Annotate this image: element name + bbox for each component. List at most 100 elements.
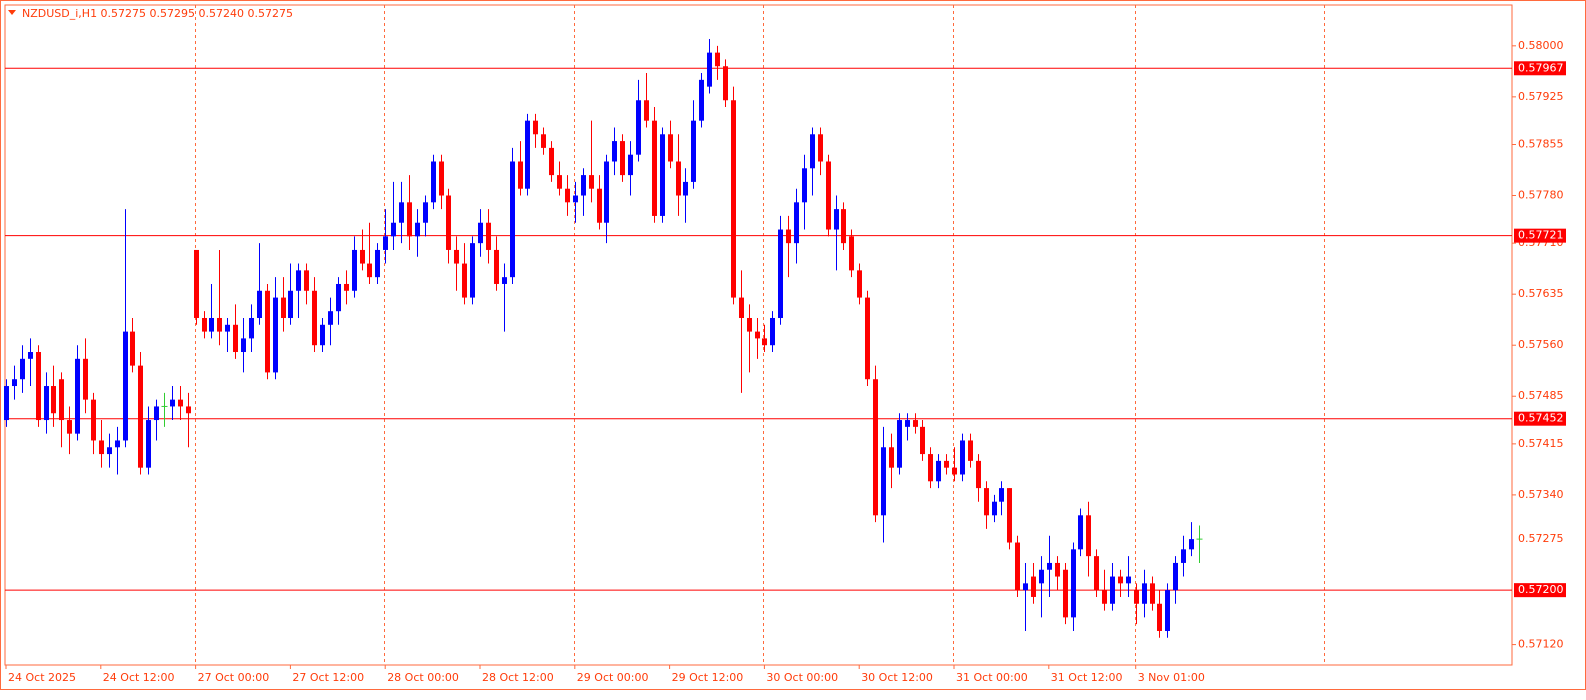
candle-body bbox=[367, 263, 372, 278]
candle-body bbox=[209, 317, 214, 332]
y-tick-label: 0.57120 bbox=[1518, 638, 1564, 651]
x-tick-label: 29 Oct 00:00 bbox=[577, 671, 649, 684]
title-arrow bbox=[8, 10, 16, 15]
y-tick-label: 0.58000 bbox=[1518, 39, 1564, 52]
candle-body bbox=[889, 447, 894, 468]
candle-body bbox=[320, 324, 325, 346]
candle-body bbox=[431, 161, 436, 203]
candle-body bbox=[1189, 539, 1194, 550]
candle-body bbox=[217, 317, 222, 332]
candle-body bbox=[573, 195, 578, 203]
candle-body bbox=[778, 229, 783, 318]
candle-body bbox=[1031, 576, 1036, 597]
candle-body bbox=[794, 202, 799, 244]
candle-body bbox=[304, 270, 309, 291]
candle-body bbox=[502, 277, 507, 284]
candle-body bbox=[992, 501, 997, 516]
level-label: 0.57967 bbox=[1518, 61, 1564, 74]
candle-body bbox=[652, 120, 657, 216]
y-tick-label: 0.57635 bbox=[1518, 287, 1564, 300]
x-tick-label: 31 Oct 12:00 bbox=[1051, 671, 1123, 684]
candle-body bbox=[581, 175, 586, 196]
y-tick-label: 0.57855 bbox=[1518, 137, 1564, 150]
candle-body bbox=[20, 358, 25, 380]
candle-body bbox=[1181, 549, 1186, 563]
candle-body bbox=[818, 134, 823, 162]
candle-body bbox=[186, 406, 191, 414]
candle-body bbox=[1055, 562, 1060, 577]
candle-body bbox=[1110, 576, 1115, 604]
candle-body bbox=[130, 331, 135, 366]
candle-body bbox=[1023, 583, 1028, 591]
candle-body bbox=[478, 222, 483, 244]
candle-body bbox=[28, 352, 33, 359]
candle-body bbox=[999, 488, 1004, 502]
candle-body bbox=[826, 161, 831, 230]
level-label: 0.57200 bbox=[1518, 583, 1564, 596]
x-tick-label: 29 Oct 12:00 bbox=[672, 671, 744, 684]
candle-body bbox=[399, 202, 404, 223]
candle-body bbox=[944, 460, 949, 468]
candle-body bbox=[723, 66, 728, 101]
candle-body bbox=[913, 420, 918, 427]
candle-body bbox=[36, 352, 41, 421]
x-tick-label: 27 Oct 00:00 bbox=[198, 671, 270, 684]
candle-body bbox=[668, 134, 673, 162]
candle-body bbox=[360, 249, 365, 264]
x-tick-label: 28 Oct 12:00 bbox=[482, 671, 554, 684]
candle-body bbox=[486, 222, 491, 250]
candle-body bbox=[1094, 556, 1099, 591]
candle-body bbox=[707, 52, 712, 87]
candle-body bbox=[281, 297, 286, 318]
x-tick-label: 24 Oct 2025 bbox=[8, 671, 76, 684]
candle-body bbox=[194, 249, 199, 318]
candle-body bbox=[1078, 515, 1083, 550]
candle-body bbox=[1007, 488, 1012, 543]
candle-body bbox=[1086, 515, 1091, 557]
candle-body bbox=[83, 358, 88, 400]
candle-body bbox=[952, 467, 957, 475]
levels bbox=[5, 67, 1512, 591]
candle-body bbox=[770, 317, 775, 346]
candle-body bbox=[296, 270, 301, 291]
candle-body bbox=[1071, 549, 1076, 618]
current-price-label: 0.57275 bbox=[1518, 532, 1564, 545]
candle-body bbox=[1173, 562, 1178, 591]
candle-body bbox=[1102, 590, 1107, 604]
candle-body bbox=[273, 297, 278, 373]
candle-body bbox=[202, 317, 207, 332]
candle-body bbox=[968, 440, 973, 461]
level-tag bbox=[1514, 228, 1566, 243]
candle-body bbox=[683, 181, 688, 196]
candle-body bbox=[1039, 569, 1044, 584]
level-tag bbox=[1514, 411, 1566, 426]
candle-body bbox=[549, 147, 554, 176]
x-tick-label: 27 Oct 12:00 bbox=[292, 671, 364, 684]
x-tick-label: 24 Oct 12:00 bbox=[103, 671, 175, 684]
level-label: 0.57721 bbox=[1518, 229, 1564, 242]
candle-body bbox=[494, 249, 499, 284]
candle-body bbox=[12, 379, 17, 387]
candle-body bbox=[802, 168, 807, 203]
candle-body bbox=[44, 386, 49, 421]
candle-body bbox=[446, 195, 451, 250]
x-tick-label: 31 Oct 00:00 bbox=[956, 671, 1028, 684]
candle-body bbox=[557, 175, 562, 189]
candle-body bbox=[510, 161, 515, 278]
candle-body bbox=[881, 447, 886, 516]
candle-body bbox=[676, 161, 681, 196]
level-label: 0.57452 bbox=[1518, 412, 1564, 425]
candle-body bbox=[699, 79, 704, 121]
candle-body bbox=[233, 324, 238, 353]
candle-body bbox=[865, 297, 870, 380]
candle-body bbox=[731, 100, 736, 298]
candle-body bbox=[265, 290, 270, 373]
candle-body bbox=[1063, 569, 1068, 618]
candles bbox=[4, 39, 1203, 638]
candle-body bbox=[1047, 562, 1052, 570]
candle-body bbox=[1150, 583, 1155, 604]
candle-body bbox=[636, 100, 641, 155]
candle-body bbox=[1157, 603, 1162, 631]
